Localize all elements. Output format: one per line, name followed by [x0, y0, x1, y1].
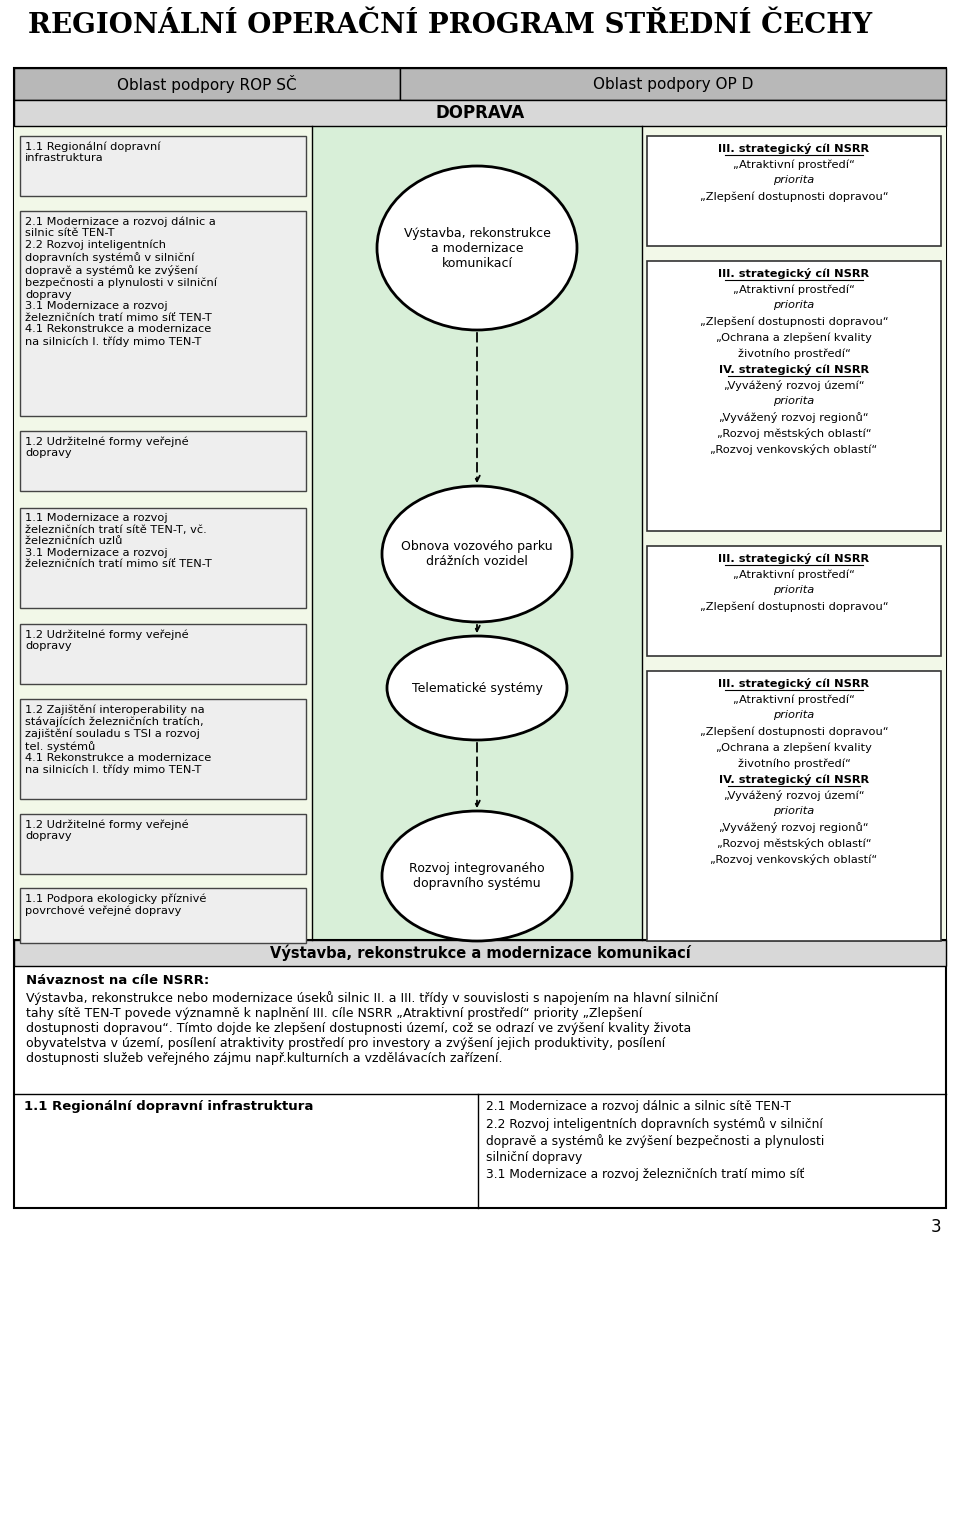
- Text: 1.2 Udržitelné formy veřejné
dopravy: 1.2 Udržitelné formy veřejné dopravy: [25, 819, 188, 841]
- Text: Telematické systémy: Telematické systémy: [412, 681, 542, 694]
- Text: „Vyvážený rozvoj regionů“: „Vyvážený rozvoj regionů“: [719, 413, 869, 423]
- Text: 1.1 Regionální dopravní
infrastruktura: 1.1 Regionální dopravní infrastruktura: [25, 142, 160, 163]
- Text: priorita: priorita: [774, 710, 815, 720]
- FancyBboxPatch shape: [647, 547, 941, 656]
- FancyBboxPatch shape: [20, 624, 306, 684]
- FancyBboxPatch shape: [647, 260, 941, 532]
- Ellipse shape: [387, 637, 567, 740]
- FancyBboxPatch shape: [20, 888, 306, 943]
- Text: III. strategický cíl NSRR: III. strategický cíl NSRR: [718, 268, 870, 279]
- Text: priorita: priorita: [774, 585, 815, 595]
- Text: „Ochrana a zlepšení kvality: „Ochrana a zlepšení kvality: [716, 742, 872, 752]
- Text: 1.1 Regionální dopravní infrastruktura: 1.1 Regionální dopravní infrastruktura: [24, 1100, 313, 1113]
- Text: „Zlepšení dostupnosti dopravou“: „Zlepšení dostupnosti dopravou“: [700, 726, 888, 737]
- FancyBboxPatch shape: [20, 699, 306, 800]
- Text: „Vyvážený rozvoj území“: „Vyvážený rozvoj území“: [724, 790, 864, 801]
- Text: silniční dopravy: silniční dopravy: [486, 1151, 583, 1164]
- Text: „Atraktivní prostředí“: „Atraktivní prostředí“: [733, 283, 855, 294]
- Text: 1.1 Modernizace a rozvoj
železničních tratí sítě TEN-T, vč.
železničních uzlů
3.: 1.1 Modernizace a rozvoj železničních tr…: [25, 513, 212, 570]
- Text: 3.1 Modernizace a rozvoj železničních tratí mimo síť: 3.1 Modernizace a rozvoj železničních tr…: [486, 1168, 804, 1182]
- Text: „Zlepšení dostupnosti dopravou“: „Zlepšení dostupnosti dopravou“: [700, 190, 888, 201]
- Text: priorita: priorita: [774, 806, 815, 816]
- Text: „Rozvoj městských oblastí“: „Rozvoj městských oblastí“: [717, 428, 872, 439]
- Text: Obnova vozového parku
drážních vozidel: Obnova vozového parku drážních vozidel: [401, 541, 553, 568]
- Text: 1.2 Udržitelné formy veřejné
dopravy: 1.2 Udržitelné formy veřejné dopravy: [25, 436, 188, 458]
- Text: Výstavba, rekonstrukce a modernizace komunikací: Výstavba, rekonstrukce a modernizace kom…: [270, 944, 690, 961]
- Text: REGIONÁLNÍ OPERAČNÍ PROGRAM STŘEDNÍ ČECHY: REGIONÁLNÍ OPERAČNÍ PROGRAM STŘEDNÍ ČECH…: [28, 12, 872, 40]
- FancyBboxPatch shape: [20, 136, 306, 196]
- Bar: [14, 940, 946, 1208]
- Text: Oblast podpory OP D: Oblast podpory OP D: [593, 76, 754, 91]
- Text: 1.1 Podpora ekologicky příznivé
povrchové veřejné dopravy: 1.1 Podpora ekologicky příznivé povrchov…: [25, 892, 206, 915]
- Text: priorita: priorita: [774, 300, 815, 311]
- Text: životního prostředí“: životního prostředí“: [737, 758, 851, 769]
- Text: „Atraktivní prostředí“: „Atraktivní prostředí“: [733, 158, 855, 169]
- Text: 2.1 Modernizace a rozvoj dálnic a silnic sítě TEN-T: 2.1 Modernizace a rozvoj dálnic a silnic…: [486, 1100, 791, 1113]
- Bar: [14, 126, 312, 940]
- FancyBboxPatch shape: [647, 136, 941, 247]
- Text: „Ochrana a zlepšení kvality: „Ochrana a zlepšení kvality: [716, 332, 872, 343]
- Text: „Rozvoj venkovských oblastí“: „Rozvoj venkovských oblastí“: [710, 854, 877, 865]
- Bar: [14, 101, 946, 126]
- Text: Rozvoj integrovaného
dopravního systému: Rozvoj integrovaného dopravního systému: [409, 862, 545, 889]
- Text: „Zlepšení dostupnosti dopravou“: „Zlepšení dostupnosti dopravou“: [700, 315, 888, 326]
- Text: III. strategický cíl NSRR: III. strategický cíl NSRR: [718, 553, 870, 564]
- Ellipse shape: [382, 486, 572, 621]
- Text: 1.2 Udržitelné formy veřejné
dopravy: 1.2 Udržitelné formy veřejné dopravy: [25, 629, 188, 652]
- Bar: [642, 126, 946, 940]
- Text: Výstavba, rekonstrukce nebo modernizace úseků silnic II. a III. třídy v souvislo: Výstavba, rekonstrukce nebo modernizace …: [26, 991, 718, 1065]
- Text: 2.1 Modernizace a rozvoj dálnic a
silnic sítě TEN-T
2.2 Rozvoj inteligentních
do: 2.1 Modernizace a rozvoj dálnic a silnic…: [25, 216, 217, 347]
- Text: III. strategický cíl NSRR: III. strategický cíl NSRR: [718, 143, 870, 154]
- Text: „Rozvoj venkovských oblastí“: „Rozvoj venkovských oblastí“: [710, 445, 877, 455]
- FancyBboxPatch shape: [20, 813, 306, 874]
- Text: priorita: priorita: [774, 175, 815, 184]
- Text: Výstavba, rekonstrukce
a modernizace
komunikací: Výstavba, rekonstrukce a modernizace kom…: [403, 227, 550, 270]
- Ellipse shape: [377, 166, 577, 330]
- Text: Oblast podpory ROP SČ: Oblast podpory ROP SČ: [117, 75, 297, 93]
- Text: životního prostředí“: životního prostředí“: [737, 347, 851, 358]
- Text: III. strategický cíl NSRR: III. strategický cíl NSRR: [718, 678, 870, 688]
- Text: priorita: priorita: [774, 396, 815, 407]
- Text: „Rozvoj městských oblastí“: „Rozvoj městských oblastí“: [717, 838, 872, 848]
- FancyBboxPatch shape: [647, 672, 941, 941]
- Bar: [14, 940, 946, 966]
- Text: 1.2 Zajištění interoperability na
stávajících železničních tratích,
zajištění so: 1.2 Zajištění interoperability na stávaj…: [25, 704, 211, 775]
- Text: „Vyvážený rozvoj území“: „Vyvážený rozvoj území“: [724, 381, 864, 391]
- Text: „Atraktivní prostředí“: „Atraktivní prostředí“: [733, 570, 855, 579]
- Text: dopravě a systémů ke zvýšení bezpečnosti a plynulosti: dopravě a systémů ke zvýšení bezpečnosti…: [486, 1135, 825, 1148]
- Bar: [14, 69, 400, 101]
- FancyBboxPatch shape: [20, 212, 306, 416]
- Text: IV. strategický cíl NSRR: IV. strategický cíl NSRR: [719, 364, 869, 375]
- FancyBboxPatch shape: [20, 431, 306, 490]
- FancyBboxPatch shape: [20, 509, 306, 608]
- Text: 2.2 Rozvoj inteligentních dopravních systémů v silniční: 2.2 Rozvoj inteligentních dopravních sys…: [486, 1116, 823, 1132]
- Bar: [14, 69, 946, 940]
- Text: „Vyvážený rozvoj regionů“: „Vyvážený rozvoj regionů“: [719, 822, 869, 833]
- Bar: [312, 126, 642, 940]
- Text: 3: 3: [930, 1218, 941, 1237]
- Bar: [400, 69, 946, 101]
- Text: DOPRAVA: DOPRAVA: [436, 104, 524, 122]
- Ellipse shape: [382, 812, 572, 941]
- Text: „Zlepšení dostupnosti dopravou“: „Zlepšení dostupnosti dopravou“: [700, 602, 888, 612]
- Text: IV. strategický cíl NSRR: IV. strategický cíl NSRR: [719, 774, 869, 784]
- Text: „Atraktivní prostředí“: „Atraktivní prostředí“: [733, 694, 855, 705]
- Text: Návaznost na cíle NSRR:: Návaznost na cíle NSRR:: [26, 975, 209, 987]
